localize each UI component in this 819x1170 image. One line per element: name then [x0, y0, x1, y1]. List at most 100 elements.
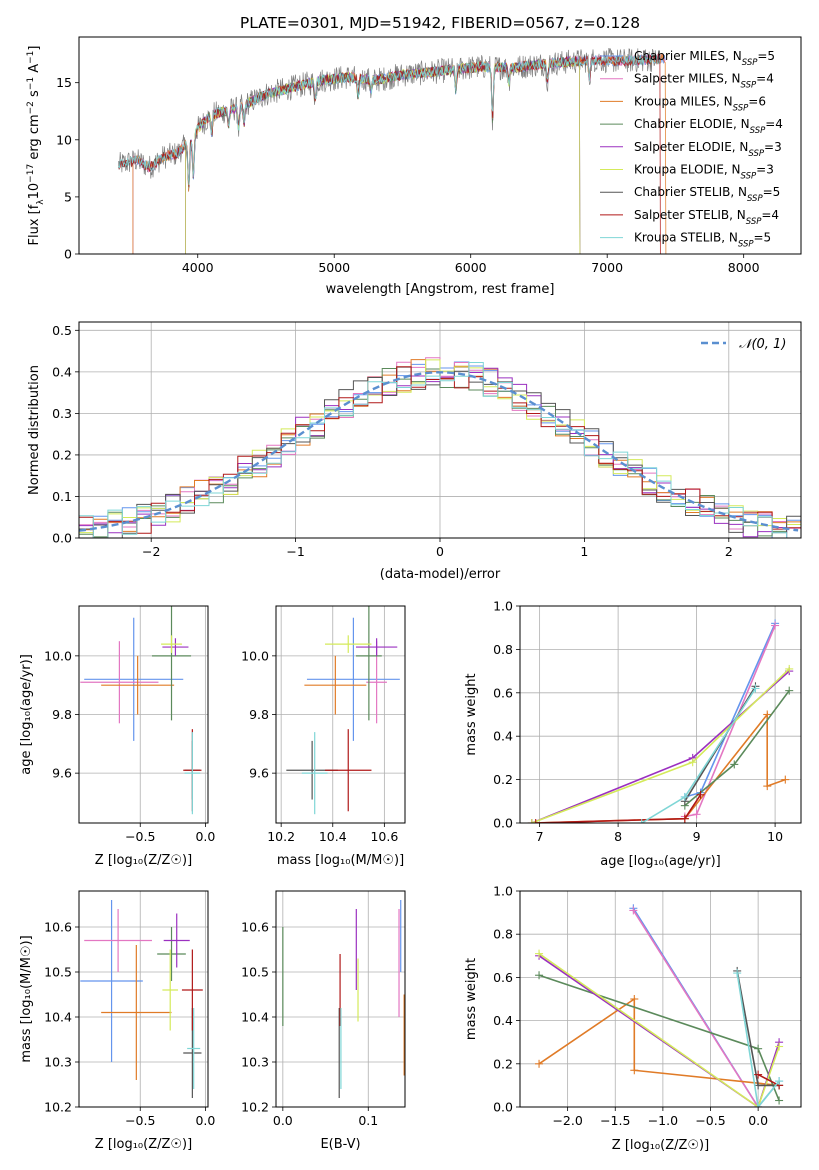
y-tick-label: 10.2 — [44, 1100, 72, 1115]
weight-point-salpeter-stelib — [531, 819, 540, 823]
y-axis-label: mass weight — [464, 958, 479, 1040]
y-tick-label: 0.2 — [52, 447, 72, 462]
x-tick-label: 0.0 — [273, 1113, 293, 1128]
y-tick-label: 0.4 — [52, 364, 72, 379]
grid-lines — [79, 606, 208, 823]
y-tick-label: 10.0 — [241, 648, 269, 663]
y-axis-label: Normed distribution — [27, 365, 42, 495]
y-tick-label: 0.4 — [493, 1013, 513, 1028]
plot-area — [80, 606, 202, 815]
legend-label: Kroupa MILES, NSSP=6 — [634, 94, 766, 113]
y-tick-label: 1.0 — [493, 884, 513, 899]
weight-point-kroupa-elodie — [785, 664, 794, 673]
axes-frame — [275, 890, 406, 1108]
errorbar-chabrier-elodie — [355, 606, 382, 721]
y-tick-label: 0.3 — [52, 406, 72, 421]
y-tick-label: 0.8 — [493, 927, 513, 942]
grid-lines — [276, 606, 405, 823]
weight-point-chabrier-elodie — [785, 686, 794, 695]
weight-line-kroupa-elodie — [538, 952, 780, 1107]
legend-label: Chabrier ELODIE, NSSP=4 — [634, 117, 783, 136]
weight-point-chabrier-elodie — [535, 971, 544, 980]
y-tick-label: 1.0 — [493, 599, 513, 614]
axes-frame — [519, 605, 802, 824]
weight-line-salpeter-elodie — [538, 955, 780, 1107]
errorbar-kroupa-elodie — [325, 635, 372, 653]
weight-point-kroupa-miles — [763, 710, 772, 719]
y-tick-label: 9.6 — [249, 766, 269, 781]
x-tick-label: 10 — [767, 829, 783, 844]
plot-area — [118, 47, 667, 254]
y-tick-label: 0.1 — [52, 489, 72, 504]
y-tick-label: 0.0 — [52, 531, 72, 546]
x-tick-label: −1.5 — [600, 1113, 630, 1128]
weight-line-kroupa-elodie — [531, 668, 790, 823]
x-tick-label: 2 — [725, 544, 733, 559]
x-tick-label: −1.0 — [648, 1113, 678, 1128]
x-tick-label: −2.0 — [552, 1113, 582, 1128]
y-tick-label: 15 — [56, 75, 72, 90]
y-tick-label: 10.3 — [44, 1055, 72, 1070]
y-tick-label: 5 — [64, 189, 72, 204]
histogram-kroupa-elodie — [79, 359, 801, 538]
x-tick-label: 10.4 — [319, 829, 347, 844]
panel-age_vs_Z: −0.5 0.0 9.6 9.8 10.0 Z [log₁₀(Z/Z☉)] age [log… — [19, 605, 215, 868]
errorbar-chabrier-miles — [84, 617, 184, 741]
y-tick-label: 0.8 — [493, 642, 513, 657]
y-tick-label: 0.4 — [493, 729, 513, 744]
x-tick-label: 0.0 — [195, 1113, 215, 1128]
plot-area — [527, 619, 794, 823]
errorbar-kroupa-elodie — [162, 949, 179, 1031]
weight-point-kroupa-stelib — [751, 684, 760, 693]
weight-line-salpeter-stelib — [757, 1073, 780, 1087]
spectrum-model-chabrier-elodie — [185, 54, 581, 254]
x-tick-label: −1 — [286, 544, 304, 559]
y-tick-label: 10.2 — [241, 1100, 269, 1115]
weight-point-kroupa-elodie — [688, 758, 697, 767]
y-tick-label: 10.6 — [44, 920, 72, 935]
weight-point-kroupa-elodie — [527, 819, 536, 823]
weight-line-salpeter-miles — [632, 909, 759, 1107]
spectrum-model-kroupa-stelib — [118, 54, 661, 185]
x-axis-label: Z [log₁₀(Z/Z☉)] — [95, 853, 192, 868]
spectrum-model-kroupa-elodie — [185, 56, 581, 254]
figure-title: PLATE=0301, MJD=51942, FIBERID=0567, z=0… — [240, 14, 640, 32]
weight-point-salpeter-stelib — [754, 1070, 763, 1079]
legend-label: Chabrier MILES, NSSP=5 — [634, 49, 775, 68]
errorbar-salpeter-miles — [84, 909, 152, 972]
y-tick-label: 0.6 — [493, 685, 513, 700]
histogram-chabrier-stelib — [79, 366, 801, 538]
errorbar-salpeter-elodie — [162, 638, 189, 656]
weight-point-salpeter-stelib — [680, 814, 689, 823]
y-tick-label: 0.2 — [493, 772, 513, 787]
x-tick-label: 0.0 — [748, 1113, 768, 1128]
spectrum-model-salpeter-miles — [132, 54, 666, 254]
weight-point-salpeter-miles — [771, 621, 780, 630]
errorbar-chabrier-elodie — [151, 606, 192, 721]
plot-area — [286, 606, 400, 815]
legend-label: Chabrier STELIB, NSSP=5 — [634, 185, 780, 204]
weight-line-kroupa-stelib — [736, 972, 780, 1107]
y-axis-label: age [log₁₀(age/yr)] — [19, 654, 34, 775]
legend-label: Salpeter STELIB, NSSP=4 — [634, 208, 779, 227]
x-tick-label: 9 — [693, 829, 701, 844]
x-axis-label: Z [log₁₀(Z/Z☉)] — [95, 1137, 192, 1152]
y-tick-label: 10.5 — [241, 965, 269, 980]
legend-label: Kroupa ELODIE, NSSP=3 — [634, 163, 774, 182]
y-tick-label: 9.6 — [52, 766, 72, 781]
panel-weight_vs_Z: −2.0 −1.5 −1.0 −0.5 0.0 0.0 0.2 0.4 0.6 0.8 1.0 Z [… — [464, 884, 802, 1153]
errorbar-chabrier-miles — [306, 617, 400, 741]
weight-point-salpeter-miles — [629, 906, 638, 915]
x-tick-label: −0.5 — [125, 1113, 155, 1128]
x-tick-label: 8 — [614, 829, 622, 844]
x-tick-label: 1 — [580, 544, 588, 559]
legend-label: Kroupa STELIB, NSSP=5 — [634, 231, 771, 250]
weight-point-kroupa-stelib — [637, 819, 646, 823]
plot-area — [282, 900, 405, 1098]
errorbar-chabrier-elodie — [157, 927, 186, 981]
y-tick-label: 0.2 — [493, 1056, 513, 1071]
panel-age_vs_mass: 10.2 10.4 10.6 9.6 9.8 10.0 mass [log₁₀(M/M☉)] — [241, 605, 406, 868]
x-tick-label: 0.0 — [195, 829, 215, 844]
errorbar-salpeter-stelib — [325, 729, 372, 812]
x-tick-label: 0.1 — [358, 1113, 378, 1128]
